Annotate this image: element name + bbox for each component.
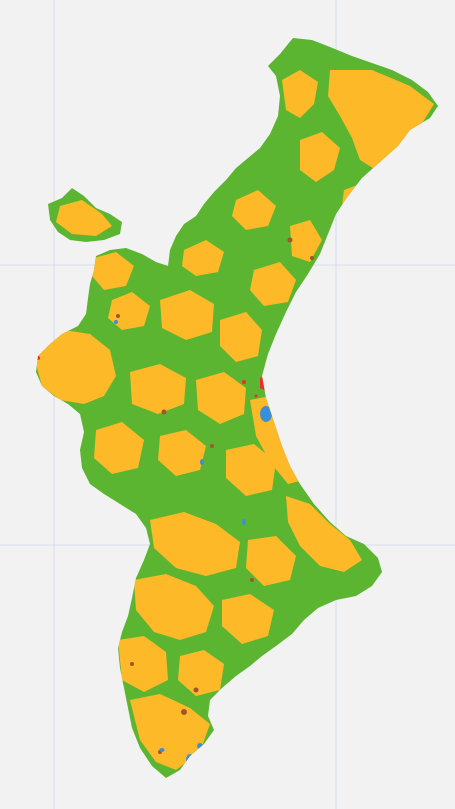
agri-patch: [130, 364, 186, 414]
agri-patch: [150, 512, 240, 576]
agri-patch: [108, 292, 150, 330]
wetland-speck: [287, 237, 293, 243]
agri-patch: [92, 252, 134, 290]
agri-patch: [328, 70, 434, 170]
water-albufera: [260, 406, 272, 422]
agri-patch: [160, 290, 214, 340]
agri-patch: [282, 70, 318, 118]
wetland-speck: [250, 578, 254, 582]
agri-patch: [208, 112, 250, 150]
water-body: [114, 320, 118, 324]
water-body: [200, 459, 204, 465]
agri-patch: [94, 422, 144, 474]
urban-town: [308, 288, 312, 292]
wetland-speck: [310, 256, 314, 260]
urban-town: [36, 356, 40, 360]
water-body: [159, 748, 165, 752]
urban-town: [254, 394, 258, 398]
agri-patch: [118, 636, 168, 692]
urban-town: [202, 768, 206, 772]
agri-patch: [158, 430, 206, 476]
agri-patch: [226, 444, 276, 496]
agri-patch: [250, 262, 296, 306]
wetland-speck: [116, 314, 120, 318]
agri-patch: [290, 220, 322, 262]
urban-town: [242, 380, 246, 384]
agri-patch: [286, 496, 362, 572]
agri-patch: [178, 650, 224, 696]
water-body: [242, 519, 246, 525]
agri-patch: [182, 240, 224, 276]
agri-patch: [232, 190, 276, 230]
agri-patch: [246, 536, 296, 586]
urban-alicante: [210, 704, 224, 718]
wetland-speck: [161, 409, 167, 415]
agri-patch: [300, 132, 340, 182]
wetland-speck: [193, 687, 199, 693]
wetland-speck: [181, 709, 187, 715]
agri-patch: [220, 312, 262, 362]
wetland-speck: [210, 444, 214, 448]
agri-patch: [178, 152, 218, 190]
water-body: [197, 743, 203, 749]
water-body: [186, 754, 194, 766]
wetland-speck: [130, 662, 134, 666]
agri-patch: [56, 200, 112, 236]
wetland-layer: [116, 237, 314, 754]
agri-patch: [36, 330, 116, 404]
agri-patch: [222, 594, 274, 644]
agri-patch: [196, 372, 246, 424]
agri-patch: [134, 574, 214, 640]
agri-patch: [130, 694, 210, 770]
